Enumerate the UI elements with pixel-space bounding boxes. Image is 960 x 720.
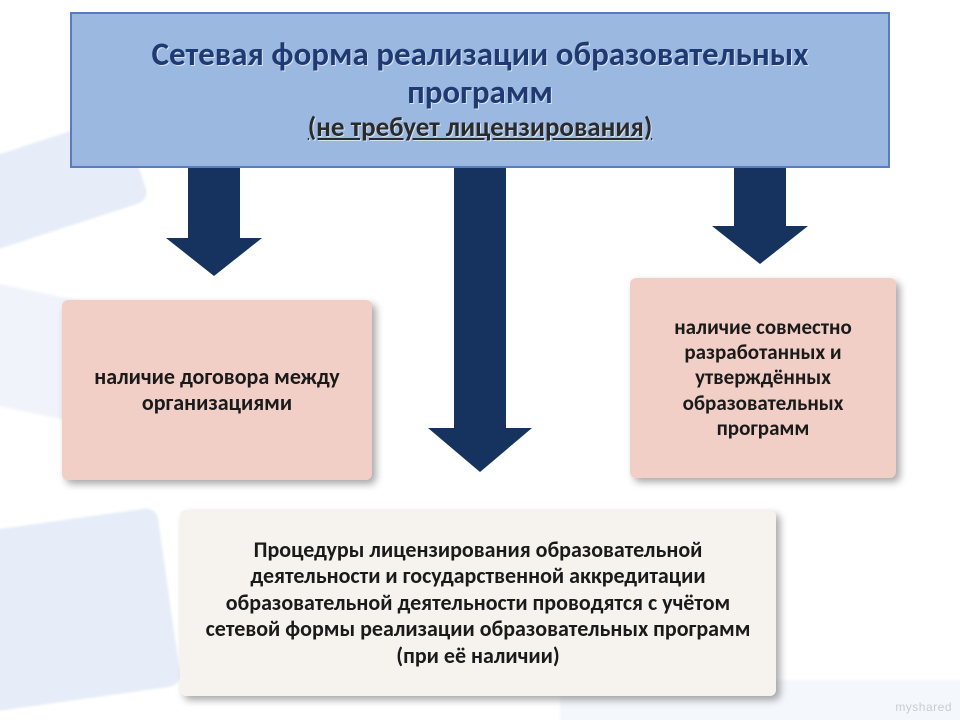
title-sub-text: (не требует лицензирования) xyxy=(82,112,878,144)
arrow-right xyxy=(712,168,808,264)
card-bottom: Процедуры лицензирования образовательной… xyxy=(180,510,776,696)
card-left: наличие договора между организациями xyxy=(62,300,372,480)
card-left-text: наличие договора между организациями xyxy=(76,364,358,417)
card-right-text: наличие совместно разработанных и утверж… xyxy=(644,315,882,441)
watermark: myshared xyxy=(895,700,952,714)
slide: Сетевая форма реализации образовательных… xyxy=(0,0,960,720)
card-bottom-text: Процедуры лицензирования образовательной… xyxy=(194,537,762,669)
card-right: наличие совместно разработанных и утверж… xyxy=(630,278,896,478)
arrow-middle xyxy=(428,168,532,472)
title-main-text: Сетевая форма реализации образовательных… xyxy=(82,36,878,112)
title-box: Сетевая форма реализации образовательных… xyxy=(70,12,890,168)
arrow-left xyxy=(166,168,262,276)
